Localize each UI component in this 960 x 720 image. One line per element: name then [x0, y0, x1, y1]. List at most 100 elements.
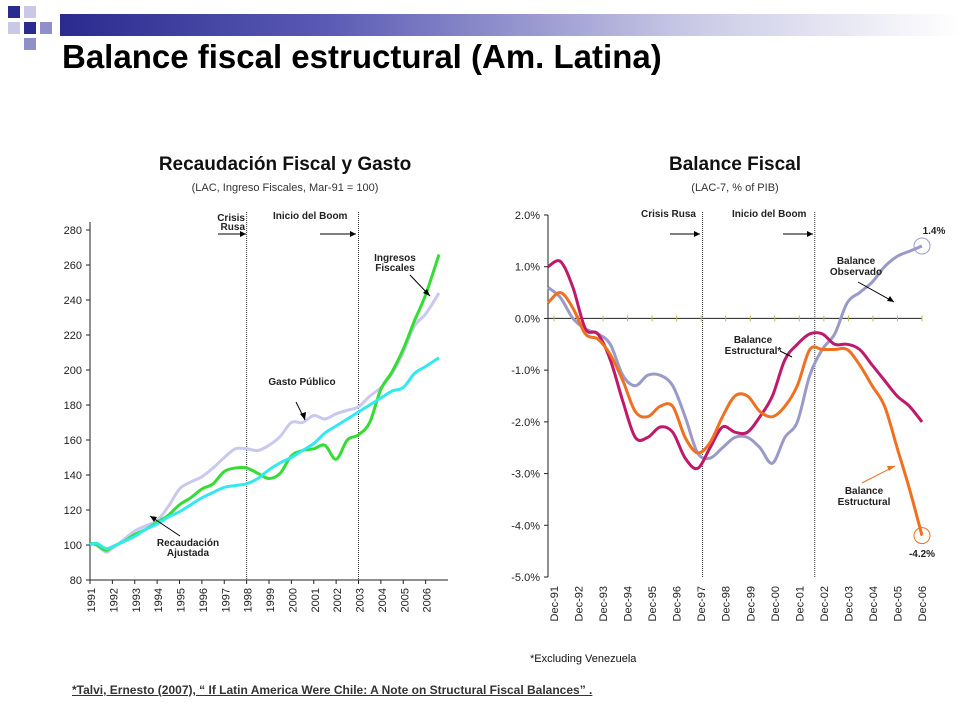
right-vline-label-boom: Inicio del Boom: [732, 209, 807, 220]
right-x-tick-label: Dec-06: [917, 586, 929, 621]
left-y-tick-label: 200: [64, 365, 82, 377]
left-x-tick-label: 2002: [332, 588, 344, 612]
left-series-line: [89, 292, 441, 554]
left-x-tick-label: 1992: [108, 588, 120, 612]
right-series-line: [546, 291, 924, 536]
left-chart-title: Recaudación Fiscal y Gasto: [159, 154, 411, 175]
left-series-line: [89, 356, 440, 551]
right-y-tick-label: 2.0%: [515, 210, 540, 222]
right-vline-label-crisis: Crisis Rusa: [641, 209, 696, 220]
left-x-tick-label: 1991: [86, 588, 98, 612]
left-vline-label-boom: Inicio del Boom: [273, 211, 348, 222]
right-x-tick-label: Dec-03: [843, 586, 855, 621]
left-vline-label-crisis: Crisis Rusa: [217, 213, 245, 233]
left-x-tick-label: 2003: [355, 588, 367, 612]
left-x-tick-label: 1995: [176, 588, 188, 612]
right-y-tick-label: 1.0%: [515, 262, 540, 274]
left-series-lines: [89, 254, 441, 554]
right-y-tick-label: -5.0%: [511, 572, 540, 584]
left-y-tick-label: 220: [64, 330, 82, 342]
right-x-tick-label: Dec-91: [549, 586, 561, 621]
right-label-balance-estructural: Balance Estructural: [838, 486, 891, 508]
left-gasto-pointer-head: [300, 412, 306, 420]
header-square: [40, 22, 52, 34]
left-x-tick-label: 1998: [243, 588, 255, 612]
left-chart: Recaudación Fiscal y Gasto (LAC, Ingreso…: [64, 154, 448, 612]
right-label-balance-observado: Balance Observado: [830, 256, 882, 278]
right-x-tick-label: Dec-99: [745, 586, 757, 621]
right-chart: Balance Fiscal (LAC-7, % of PIB) -5.0% -4…: [511, 154, 945, 621]
right-crisis-arrowhead: [694, 231, 700, 237]
right-end-marker-estructural: [913, 527, 931, 545]
right-boom-arrowhead: [807, 231, 813, 237]
right-y-tick-label: -4.0%: [511, 520, 540, 532]
footnote-citation: *Talvi, Ernesto (2007), “ If Latin Ameri…: [72, 683, 593, 697]
header-square: [24, 38, 36, 50]
left-chart-subtitle: (LAC, Ingreso Fiscales, Mar-91 = 100): [192, 182, 379, 194]
right-x-tick-label: Dec-98: [721, 586, 733, 621]
left-y-tick-label: 100: [64, 540, 82, 552]
left-crisis-arrowhead: [240, 231, 246, 237]
left-x-tick-label: 2005: [399, 588, 411, 612]
right-x-tick-label: Dec-92: [574, 586, 586, 621]
right-x-tick-label: Dec-00: [770, 586, 782, 621]
left-label-recaudacion-ajustada: Recaudación Ajustada: [157, 538, 219, 559]
left-series-line: [89, 254, 441, 552]
right-end-marker-observado: [913, 237, 931, 255]
left-x-tick-label: 2001: [310, 588, 322, 612]
right-x-tick-label: Dec-93: [598, 586, 610, 621]
right-x-tick-label: Dec-04: [868, 586, 880, 621]
right-series-line: [547, 259, 924, 471]
right-y-tick-label: -2.0%: [511, 417, 540, 429]
left-y-tick-label: 280: [64, 225, 82, 237]
left-label-gasto-publico: Gasto Público: [268, 377, 335, 388]
excluding-venezuela-note: *Excluding Venezuela: [530, 653, 637, 665]
left-annotations: Crisis Rusa Inicio del Boom Ingresos Fisca…: [149, 211, 431, 559]
right-x-tick-label: Dec-94: [623, 586, 635, 621]
header-square: [24, 22, 36, 34]
left-y-tick-label: 140: [64, 470, 82, 482]
left-boom-arrowhead: [350, 231, 356, 237]
right-observado-pointer-head: [887, 296, 894, 302]
left-x-tick-label: 2004: [377, 588, 389, 612]
slide-title: Balance fiscal estructural (Am. Latina): [62, 38, 662, 75]
left-x-tick-label: 1999: [265, 588, 277, 612]
right-end-label-observado: 1.4%: [923, 226, 946, 237]
right-estructural-star-pointer: [779, 350, 793, 358]
left-x-tick-label: 1993: [131, 588, 143, 612]
left-x-tick-label: 2006: [422, 588, 434, 612]
right-y-tick-label: -1.0%: [511, 365, 540, 377]
right-observado-pointer: [857, 281, 895, 303]
right-end-label-estructural: -4.2%: [909, 549, 935, 560]
right-x-tick-label: Dec-05: [892, 586, 904, 621]
left-label-ingresos-fiscales: Ingresos Fiscales: [374, 253, 416, 274]
left-axes: 80 100 120 140 160 180 200 220 240 260 280 1991 1992…: [64, 212, 448, 612]
left-x-tick-label: 1996: [198, 588, 210, 612]
left-y-tick-label: 80: [70, 575, 82, 587]
right-axes: -5.0% -4.0% -3.0% -2.0% -1.0% 0.0% 1.0% 2.0% Dec…: [511, 210, 929, 621]
left-x-tick-label: 1994: [153, 588, 165, 612]
left-x-tick-label: 1997: [220, 588, 232, 612]
header-square: [8, 6, 20, 18]
right-chart-title: Balance Fiscal: [669, 154, 801, 175]
left-ingresos-pointer-head: [423, 289, 430, 296]
right-x-tick-label: Dec-02: [819, 586, 831, 621]
right-annotations: Crisis Rusa Inicio del Boom Balance Obser…: [641, 209, 946, 560]
right-x-tick-label: Dec-96: [672, 586, 684, 621]
left-x-tick-label: 2000: [287, 588, 299, 612]
right-x-tick-label: Dec-97: [696, 586, 708, 621]
right-y-tick-label: -3.0%: [511, 469, 540, 481]
left-y-tick-label: 240: [64, 295, 82, 307]
left-y-tick-label: 260: [64, 260, 82, 272]
right-x-tick-label: Dec-95: [647, 586, 659, 621]
right-label-balance-estructural-star: Balance Estructural*: [725, 335, 782, 357]
right-series-line: [547, 244, 923, 465]
right-y-tick-label: 0.0%: [515, 313, 540, 325]
left-y-tick-label: 180: [64, 400, 82, 412]
right-chart-subtitle: (LAC-7, % of PIB): [691, 182, 778, 194]
title-bar: [60, 14, 960, 36]
left-y-tick-label: 160: [64, 435, 82, 447]
header-square: [24, 6, 36, 18]
right-x-tick-label: Dec-01: [794, 586, 806, 621]
